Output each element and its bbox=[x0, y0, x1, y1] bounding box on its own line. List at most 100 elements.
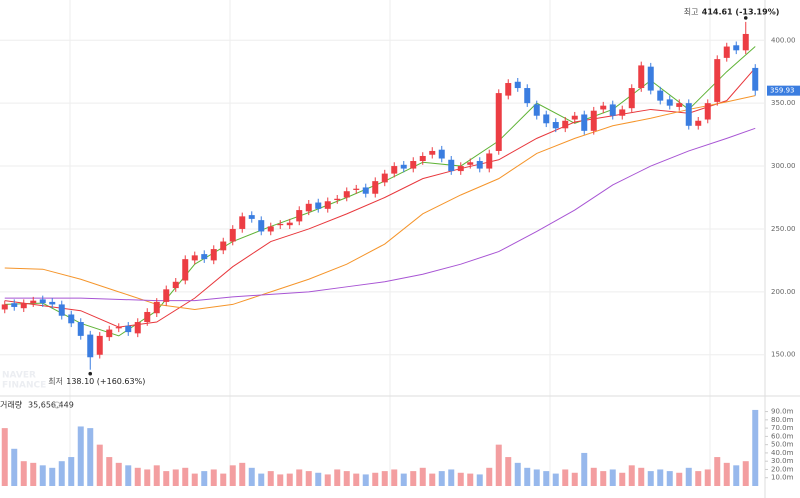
y-tick-label: 300.00 bbox=[771, 162, 796, 170]
volume-bar bbox=[172, 469, 179, 486]
volume-bar bbox=[353, 473, 360, 486]
volume-bar bbox=[106, 457, 113, 486]
min-label: 최저 bbox=[48, 376, 63, 386]
candle-body bbox=[343, 191, 350, 198]
volume-bar bbox=[125, 465, 132, 486]
candle-body bbox=[353, 188, 360, 190]
candle-body bbox=[476, 161, 483, 169]
candle-body bbox=[305, 203, 312, 212]
volume-bar bbox=[676, 472, 683, 486]
candle-body bbox=[752, 67, 759, 91]
candle-body bbox=[590, 110, 597, 131]
candle-body bbox=[723, 46, 730, 58]
candle-body bbox=[220, 241, 227, 251]
last-price-tag bbox=[767, 85, 800, 96]
y-tick-label: 30.0m bbox=[771, 457, 794, 465]
volume-bar bbox=[144, 469, 151, 486]
candle-body bbox=[210, 249, 217, 261]
candle-body bbox=[714, 59, 721, 102]
volume-bar bbox=[229, 465, 236, 486]
volume-bar bbox=[742, 461, 749, 486]
vertical-grid bbox=[69, 0, 711, 486]
volume-bar bbox=[638, 467, 645, 486]
volume-bar bbox=[438, 471, 445, 486]
volume-bar bbox=[723, 462, 730, 486]
volume-bar bbox=[514, 462, 521, 486]
candle-body bbox=[381, 173, 388, 183]
candle-body bbox=[457, 166, 464, 172]
volume-bar bbox=[657, 469, 664, 486]
volume-bar bbox=[115, 462, 122, 486]
min-text: 138.10 (+160.63%) bbox=[66, 377, 145, 386]
candle-body bbox=[277, 223, 284, 226]
volume-bar bbox=[258, 473, 265, 486]
candle-body bbox=[600, 105, 607, 110]
max-label: 최고 bbox=[684, 7, 699, 17]
volume-bar bbox=[628, 465, 635, 486]
candle-body bbox=[467, 162, 474, 165]
volume-bar bbox=[182, 467, 189, 486]
candle-body bbox=[391, 166, 398, 174]
volume-bar bbox=[381, 471, 388, 486]
candle-body bbox=[419, 155, 426, 162]
candle-body bbox=[552, 122, 559, 129]
candle-body bbox=[68, 314, 75, 324]
volume-bar bbox=[476, 474, 483, 486]
volume-bar bbox=[505, 457, 512, 486]
y-tick-label: 400.00 bbox=[771, 36, 796, 44]
volume-bar bbox=[752, 409, 759, 486]
volume-bar bbox=[619, 472, 626, 486]
candle-body bbox=[429, 150, 436, 155]
y-tick-label: 90.0m bbox=[771, 408, 794, 416]
candle-body bbox=[486, 153, 493, 169]
settings-icon[interactable] bbox=[53, 401, 61, 409]
volume-bar bbox=[20, 461, 27, 486]
y-tick-label: 200.00 bbox=[771, 288, 796, 296]
candle-body bbox=[334, 198, 341, 201]
last-price-label: 359.93 bbox=[770, 87, 795, 95]
volume-bar bbox=[600, 471, 607, 486]
candle-body bbox=[106, 329, 113, 338]
volume-bar bbox=[49, 467, 56, 486]
volume-bar bbox=[419, 467, 426, 486]
candle-body bbox=[619, 109, 626, 116]
max-marker bbox=[743, 16, 748, 20]
candle-body bbox=[39, 299, 46, 304]
candle-body bbox=[115, 327, 122, 329]
volume-bar bbox=[1, 428, 8, 486]
candle-body bbox=[410, 161, 417, 169]
y-tick-label: 10.0m bbox=[771, 474, 794, 482]
volume-bar bbox=[733, 465, 740, 486]
candle-body bbox=[153, 301, 160, 314]
volume-bar bbox=[581, 452, 588, 486]
candle-body bbox=[400, 164, 407, 169]
candle-body bbox=[666, 99, 673, 106]
candle-body bbox=[638, 65, 645, 89]
y-tick-label: 60.0m bbox=[771, 432, 794, 440]
candle-body bbox=[191, 255, 198, 261]
y-tick-label: 70.0m bbox=[771, 424, 794, 432]
candle-body bbox=[505, 83, 512, 96]
volume-bar bbox=[647, 471, 654, 486]
moving-average bbox=[4, 127, 756, 302]
candle-body bbox=[676, 103, 683, 107]
max-text: 414.61 (-13.19%) bbox=[702, 8, 780, 17]
volume-bar bbox=[191, 473, 198, 486]
volume-bar bbox=[457, 472, 464, 486]
volume-bar bbox=[248, 467, 255, 486]
candle-body bbox=[49, 301, 56, 305]
volume-bar bbox=[201, 471, 208, 486]
volume-bar bbox=[552, 473, 559, 486]
volume-bar bbox=[220, 473, 227, 486]
volume-bar bbox=[286, 473, 293, 486]
candle-body bbox=[286, 222, 293, 226]
volume-bar bbox=[163, 471, 170, 486]
volume-bar bbox=[410, 471, 417, 486]
candle-body bbox=[1, 304, 8, 310]
volume-bar bbox=[277, 474, 284, 486]
candle-body bbox=[77, 322, 84, 336]
y-tick-label: 350.00 bbox=[771, 99, 796, 107]
candle-body bbox=[134, 322, 141, 334]
candle-body bbox=[733, 45, 740, 51]
volume-bar bbox=[343, 471, 350, 486]
